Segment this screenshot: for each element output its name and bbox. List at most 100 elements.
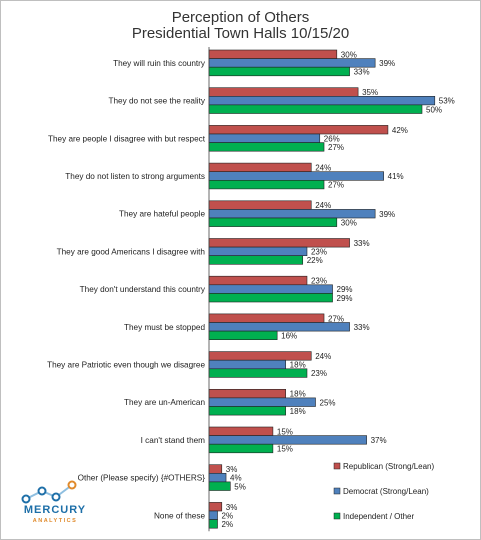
bar bbox=[208, 66, 350, 77]
data-label: 23% bbox=[311, 248, 327, 257]
data-label: 30% bbox=[341, 218, 357, 227]
data-label: 23% bbox=[311, 277, 327, 286]
data-label: 4% bbox=[230, 474, 242, 483]
logo-text: MERCURY bbox=[23, 504, 87, 516]
data-label: 15% bbox=[277, 445, 293, 454]
data-label: 24% bbox=[315, 164, 331, 173]
data-label: 16% bbox=[281, 332, 297, 341]
bar bbox=[208, 510, 218, 520]
bar bbox=[208, 519, 218, 529]
bar bbox=[208, 96, 436, 106]
bar bbox=[208, 87, 359, 97]
bar bbox=[208, 426, 274, 436]
data-label: 27% bbox=[328, 143, 344, 152]
bar bbox=[208, 217, 338, 227]
bar bbox=[208, 293, 333, 303]
bar bbox=[208, 443, 274, 454]
data-label: 22% bbox=[307, 256, 323, 265]
bar bbox=[208, 472, 227, 483]
data-label: 39% bbox=[379, 210, 395, 219]
category-label: They do not listen to strong arguments bbox=[65, 172, 205, 181]
data-label: 33% bbox=[354, 323, 370, 332]
bar bbox=[208, 397, 316, 407]
legend-swatch bbox=[333, 487, 341, 495]
mercury-logo-icon bbox=[21, 480, 77, 504]
bar bbox=[208, 125, 389, 135]
data-label: 53% bbox=[439, 97, 455, 106]
bar bbox=[208, 330, 278, 341]
data-label: 18% bbox=[290, 407, 306, 416]
bar bbox=[208, 464, 223, 474]
bar bbox=[208, 313, 325, 323]
data-label: 35% bbox=[362, 88, 378, 97]
bar bbox=[208, 502, 223, 512]
data-label: 27% bbox=[328, 181, 344, 190]
data-label: 30% bbox=[341, 50, 357, 59]
category-label: They do not see the reality bbox=[109, 97, 206, 106]
category-label: They are hateful people bbox=[119, 210, 205, 219]
data-label: 18% bbox=[290, 361, 306, 370]
category-label: Other (Please specify) {#OTHERS} bbox=[78, 474, 206, 483]
data-label: 27% bbox=[328, 314, 344, 323]
bar bbox=[208, 238, 350, 248]
data-label: 33% bbox=[354, 68, 370, 77]
data-label: 24% bbox=[315, 352, 331, 361]
data-label: 29% bbox=[337, 285, 353, 294]
category-label: They are Patriotic even though we disagr… bbox=[47, 361, 205, 370]
bar bbox=[208, 275, 308, 286]
bar bbox=[208, 162, 312, 173]
bar bbox=[208, 209, 376, 219]
bar bbox=[208, 351, 312, 361]
bar bbox=[208, 104, 423, 114]
category-label: They will ruin this country bbox=[113, 59, 206, 68]
category-label: None of these bbox=[154, 511, 205, 520]
bar bbox=[208, 255, 304, 265]
data-label: 26% bbox=[324, 134, 340, 143]
data-label: 25% bbox=[320, 398, 336, 407]
bar bbox=[208, 406, 286, 416]
data-label: 41% bbox=[388, 172, 404, 181]
chart-title: Perception of Others bbox=[171, 9, 310, 26]
data-label: 2% bbox=[222, 511, 234, 520]
category-label: They are good Americans I disagree with bbox=[57, 247, 206, 256]
legend-swatch bbox=[333, 462, 341, 470]
data-label: 42% bbox=[392, 126, 408, 135]
bar bbox=[208, 171, 384, 181]
bar bbox=[208, 481, 231, 491]
data-label: 50% bbox=[426, 105, 442, 114]
data-label: 23% bbox=[311, 369, 327, 378]
data-label: 29% bbox=[337, 294, 353, 303]
data-label: 39% bbox=[379, 59, 395, 68]
legend-label: Republican (Strong/Lean) bbox=[343, 462, 435, 471]
bar bbox=[208, 284, 333, 294]
bar bbox=[208, 322, 350, 332]
bar bbox=[208, 58, 376, 68]
category-label: They must be stopped bbox=[124, 323, 205, 332]
logo-subtext: ANALYTICS bbox=[32, 518, 78, 524]
data-label: 3% bbox=[226, 465, 238, 474]
bar bbox=[208, 246, 308, 257]
bar bbox=[208, 200, 312, 210]
data-label: 5% bbox=[234, 482, 246, 491]
data-label: 18% bbox=[290, 390, 306, 399]
legend-swatch bbox=[333, 512, 341, 520]
category-label: They are un-American bbox=[124, 398, 205, 407]
data-label: 33% bbox=[354, 239, 370, 248]
bar bbox=[208, 435, 367, 445]
data-label: 3% bbox=[226, 503, 238, 512]
bar bbox=[208, 359, 286, 370]
category-label: I can't stand them bbox=[141, 436, 206, 445]
legend-label: Independent / Other bbox=[343, 512, 415, 521]
category-label: They are people I disagree with but resp… bbox=[48, 134, 206, 143]
chart-subtitle: Presidential Town Halls 10/15/20 bbox=[131, 25, 350, 42]
bar bbox=[208, 368, 308, 378]
data-label: 24% bbox=[315, 201, 331, 210]
bar bbox=[208, 388, 286, 399]
legend-label: Democrat (Strong/Lean) bbox=[343, 487, 429, 496]
bar bbox=[208, 133, 321, 143]
data-label: 15% bbox=[277, 427, 293, 436]
data-label: 37% bbox=[371, 436, 387, 445]
bar bbox=[208, 142, 325, 152]
bar bbox=[208, 49, 338, 59]
